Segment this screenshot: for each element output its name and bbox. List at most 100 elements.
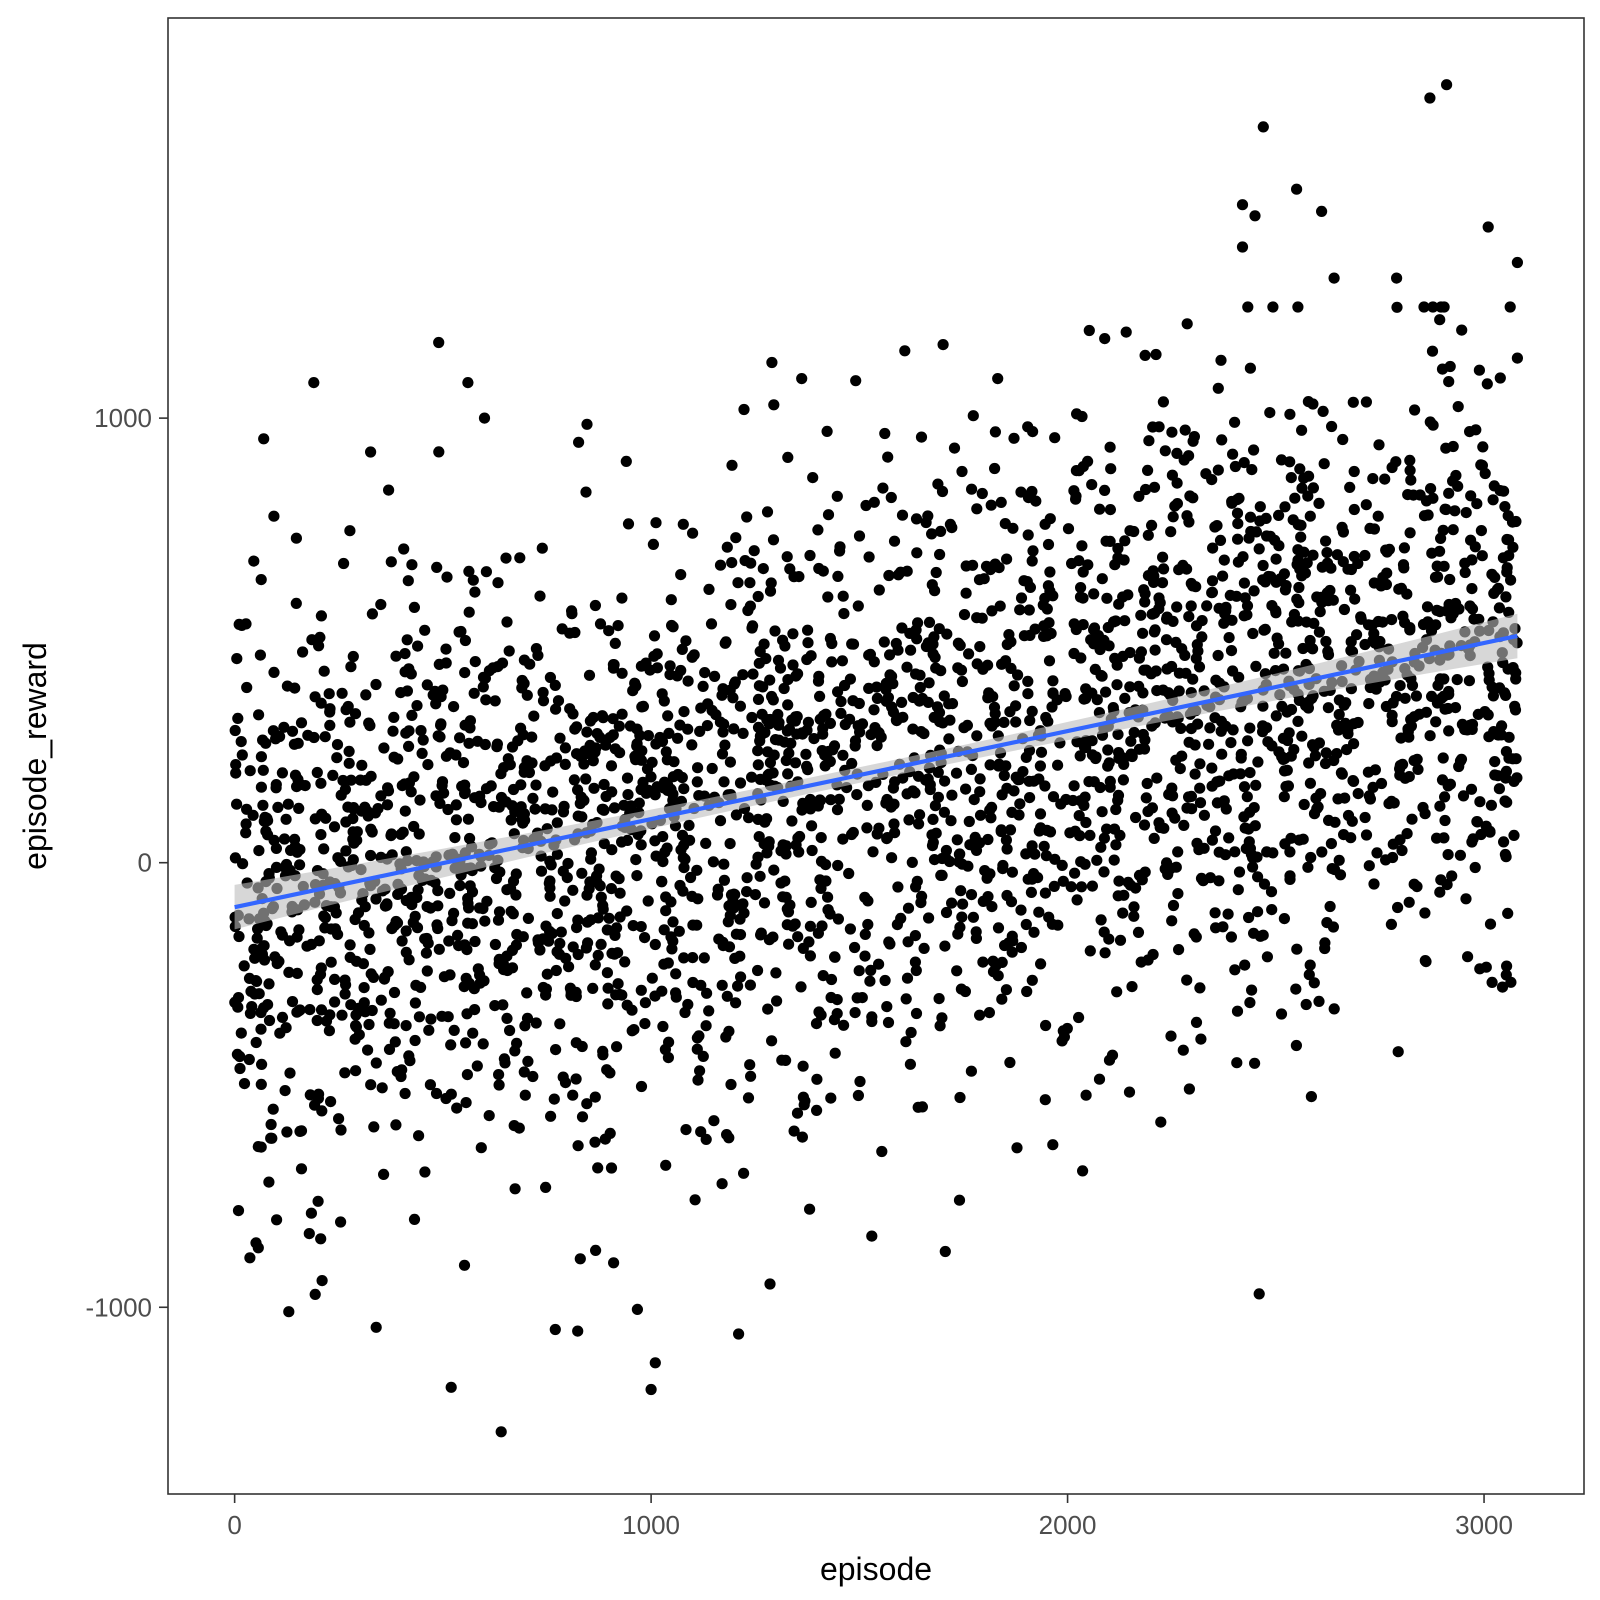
- data-point-275: [688, 649, 700, 661]
- data-point-2981: [629, 750, 641, 763]
- data-point-475: [327, 769, 339, 782]
- data-point-1378: [1198, 809, 1210, 821]
- data-point-2587: [604, 1127, 616, 1139]
- data-point-2237: [314, 968, 327, 981]
- data-point-2637: [1443, 598, 1455, 611]
- data-point-1155: [1014, 798, 1026, 810]
- data-point-1175: [909, 930, 922, 942]
- data-point-2076: [1223, 632, 1235, 644]
- data-point-2419: [339, 988, 351, 1000]
- data-point-2542: [1015, 904, 1027, 916]
- data-point-546: [1359, 549, 1371, 562]
- data-point-503: [687, 952, 699, 964]
- data-point-3007: [745, 1070, 757, 1082]
- data-point-883: [358, 982, 370, 994]
- data-point-2648: [506, 800, 518, 812]
- data-point-148: [284, 1067, 296, 1079]
- data-point-293: [1238, 781, 1251, 793]
- data-point-2515: [622, 789, 634, 801]
- data-point-2362: [1352, 557, 1364, 570]
- data-point-856: [477, 681, 489, 693]
- data-point-1292: [483, 1110, 495, 1122]
- data-point-2988: [1219, 608, 1231, 620]
- data-point-2263: [658, 958, 670, 970]
- data-point-2428: [440, 750, 452, 762]
- data-point-3035: [936, 852, 948, 865]
- data-point-1332: [1128, 910, 1140, 922]
- data-point-2690: [1331, 748, 1343, 760]
- data-point-1461: [622, 518, 635, 530]
- data-point-249: [1238, 577, 1250, 589]
- data-point-2851: [1194, 982, 1206, 994]
- data-point-2522: [902, 936, 914, 948]
- data-point-3039: [777, 839, 789, 851]
- data-point-33: [305, 1207, 317, 1219]
- data-point-1888: [679, 853, 691, 865]
- data-point-611: [1025, 886, 1037, 899]
- data-point-2213: [1047, 1139, 1059, 1151]
- data-point-910: [996, 993, 1008, 1005]
- data-point-2639: [1367, 681, 1379, 694]
- data-point-641: [1322, 645, 1334, 658]
- data-point-1809: [1159, 445, 1171, 457]
- data-point-2631: [255, 1078, 267, 1090]
- data-point-1975: [716, 1178, 728, 1190]
- data-point-2549: [519, 1020, 531, 1032]
- data-point-2491: [240, 827, 252, 839]
- data-point-2808: [860, 499, 872, 512]
- data-point-719: [657, 856, 669, 868]
- data-point-1091: [235, 1027, 247, 1039]
- data-point-2882: [792, 931, 804, 943]
- data-point-2299: [1153, 421, 1165, 433]
- data-point-1757: [804, 549, 816, 562]
- data-point-2679: [964, 839, 976, 851]
- data-point-2185: [746, 622, 758, 634]
- data-point-2109: [954, 1091, 966, 1104]
- data-point-2223: [365, 770, 377, 782]
- data-point-596: [1404, 454, 1416, 466]
- data-point-2149: [365, 823, 377, 835]
- data-point-1060: [1460, 893, 1472, 905]
- data-point-2350: [744, 577, 756, 589]
- data-point-397: [1303, 757, 1315, 769]
- data-point-1530: [1049, 853, 1061, 865]
- data-point-2561: [1360, 499, 1372, 511]
- data-point-1138: [1076, 410, 1088, 423]
- data-point-2426: [1249, 1057, 1261, 1069]
- data-point-2356: [375, 994, 387, 1006]
- data-point-2241: [781, 551, 793, 563]
- data-point-2592: [270, 779, 282, 791]
- data-point-903: [1296, 730, 1308, 742]
- data-point-2189: [1484, 825, 1496, 837]
- data-point-2414: [936, 485, 949, 498]
- data-point-333: [1363, 860, 1375, 872]
- data-point-2197: [789, 715, 802, 727]
- data-point-2302: [955, 983, 968, 995]
- data-point-222: [1308, 977, 1320, 989]
- data-point-2206: [1086, 749, 1098, 761]
- data-point-896: [1403, 896, 1415, 908]
- data-point-2840: [463, 565, 475, 578]
- data-point-1363: [1119, 535, 1131, 547]
- data-point-1237: [1117, 907, 1129, 919]
- data-point-2006: [691, 1032, 704, 1044]
- trend-layer: [234, 633, 1518, 910]
- data-point-2976: [612, 947, 624, 959]
- data-point-447: [720, 1031, 732, 1043]
- data-point-1710: [1502, 510, 1514, 522]
- data-point-2703: [1227, 665, 1239, 677]
- data-point-1355: [609, 743, 621, 755]
- data-point-256: [825, 794, 837, 806]
- data-point-2188: [829, 951, 841, 963]
- data-point-1128: [612, 978, 624, 990]
- data-point-2781: [1386, 709, 1398, 721]
- data-point-1227: [504, 759, 516, 771]
- data-point-1874: [545, 859, 557, 871]
- data-point-1072: [900, 993, 912, 1005]
- data-point-1129: [780, 891, 792, 904]
- data-point-1462: [770, 967, 782, 979]
- data-point-2098: [1278, 568, 1290, 580]
- data-point-2496: [1481, 378, 1493, 390]
- data-point-2030: [463, 902, 475, 914]
- data-point-1099: [1150, 348, 1162, 361]
